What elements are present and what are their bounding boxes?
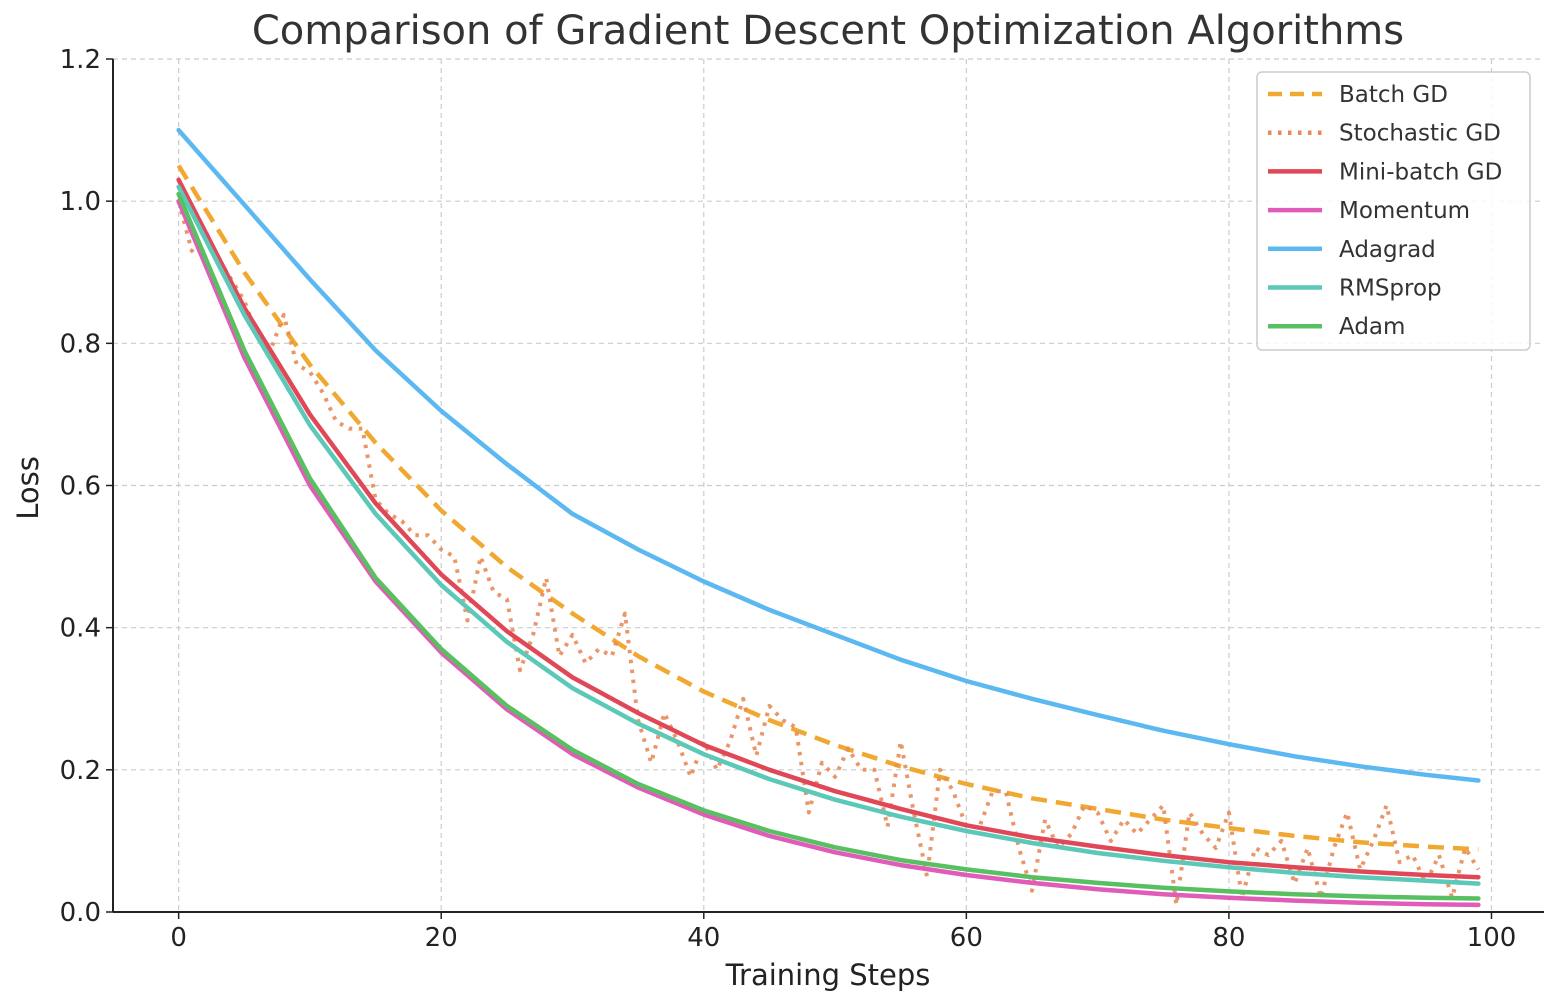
legend-label: Adagrad bbox=[1339, 237, 1436, 263]
series-line-adagrad bbox=[176, 127, 1481, 783]
legend-label: Batch GD bbox=[1339, 82, 1448, 108]
series-line-rmsprop bbox=[176, 184, 1481, 886]
series-line-adam bbox=[176, 191, 1481, 901]
series-group bbox=[176, 127, 1481, 908]
y-tick-label: 0.6 bbox=[60, 472, 101, 502]
series-line-momentum bbox=[176, 198, 1481, 908]
x-tick-label: 100 bbox=[1467, 923, 1517, 953]
x-tick-label: 40 bbox=[687, 923, 720, 953]
legend-label: Momentum bbox=[1339, 198, 1470, 224]
x-tick-label: 60 bbox=[950, 923, 983, 953]
legend-label: Stochastic GD bbox=[1339, 121, 1501, 147]
y-tick-label: 0.0 bbox=[60, 898, 101, 928]
y-tick-label: 0.2 bbox=[60, 756, 101, 786]
x-tick-label: 80 bbox=[1212, 923, 1245, 953]
legend-label: Mini-batch GD bbox=[1339, 159, 1502, 185]
ticks: 0 20 40 60 80 100 0.0 0.2 0.4 0.6 0.8 1.0 1.2 bbox=[60, 45, 1517, 953]
x-axis-label: Training Steps bbox=[725, 958, 931, 992]
y-tick-label: 1.2 bbox=[60, 45, 101, 75]
x-tick-label: 20 bbox=[425, 923, 458, 953]
y-tick-label: 1.0 bbox=[60, 187, 101, 217]
chart-title: Comparison of Gradient Descent Optimizat… bbox=[252, 8, 1404, 54]
x-tick-label: 0 bbox=[170, 923, 187, 953]
legend-label: RMSprop bbox=[1339, 276, 1442, 302]
y-axis-label: Loss bbox=[11, 456, 45, 520]
series-line-stochastic-gd bbox=[176, 200, 1481, 907]
legend-label: Adam bbox=[1339, 314, 1405, 340]
y-tick-label: 0.8 bbox=[60, 329, 101, 359]
legend-box bbox=[1256, 71, 1531, 351]
legend: Batch GD Stochastic GD Mini-batch GD Moment… bbox=[1256, 71, 1531, 351]
series-line-mini-batch-gd bbox=[176, 177, 1481, 880]
y-tick-label: 0.4 bbox=[60, 614, 101, 644]
